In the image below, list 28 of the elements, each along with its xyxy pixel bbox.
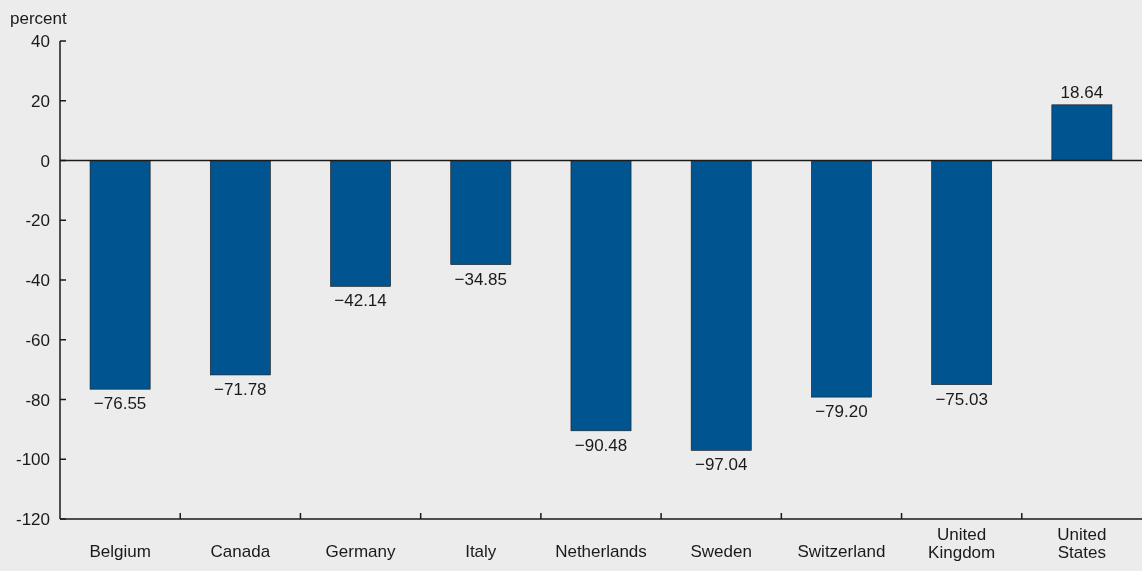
y-tick-label: -100 — [15, 450, 50, 470]
data-label: −76.55 — [93, 394, 147, 414]
data-label: −34.85 — [454, 269, 508, 289]
x-tick-label: Italy — [465, 542, 497, 561]
x-tick-label: Germany — [325, 542, 396, 561]
data-label: −75.03 — [935, 389, 988, 409]
data-label: −97.04 — [694, 455, 748, 475]
x-tick-label: United States — [1057, 525, 1107, 562]
x-tick-label: United Kingdom — [928, 525, 996, 562]
y-tick-label: 0 — [40, 151, 50, 171]
y-tick-label: 20 — [31, 91, 50, 111]
y-tick-label: -20 — [25, 211, 50, 231]
data-label: −71.78 — [214, 379, 267, 399]
y-axis-title: percent — [10, 9, 67, 28]
x-tick-label: Canada — [210, 542, 271, 561]
y-tick-label: -120 — [15, 510, 50, 529]
x-tick-label: Sweden — [690, 542, 752, 561]
x-tick-label: Switzerland — [797, 542, 886, 561]
data-label: −79.20 — [815, 402, 868, 422]
data-label: −90.48 — [574, 435, 628, 455]
y-tick-label: 40 — [31, 32, 50, 51]
y-tick-label: -60 — [25, 330, 50, 350]
x-tick-label: Belgium — [89, 542, 151, 561]
x-tick-label: Netherlands — [555, 542, 647, 561]
data-label: −42.14 — [334, 291, 387, 311]
y-tick-label: -40 — [25, 271, 50, 290]
data-label: 18.64 — [1060, 82, 1104, 102]
y-tick-label: -80 — [25, 390, 50, 410]
